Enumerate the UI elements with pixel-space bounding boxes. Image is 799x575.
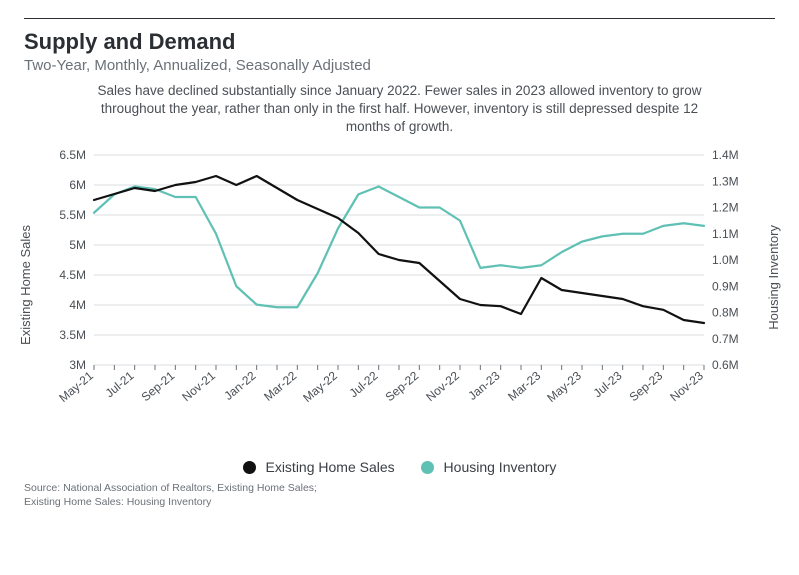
svg-text:Mar-22: Mar-22 [261, 368, 299, 403]
svg-text:May-23: May-23 [544, 368, 584, 405]
legend-item-inventory: Housing Inventory [421, 459, 557, 475]
svg-text:6.5M: 6.5M [59, 148, 86, 162]
top-rule [24, 18, 775, 19]
svg-text:Jan-23: Jan-23 [465, 368, 502, 403]
legend-dot-inventory [421, 461, 434, 474]
chart-description: Sales have declined substantially since … [80, 82, 720, 137]
svg-text:0.9M: 0.9M [712, 279, 739, 293]
svg-text:Jan-22: Jan-22 [221, 368, 258, 403]
svg-text:4M: 4M [69, 298, 86, 312]
svg-text:Sep-22: Sep-22 [383, 368, 422, 404]
svg-text:0.8M: 0.8M [712, 305, 739, 319]
svg-text:Jul-22: Jul-22 [347, 368, 381, 400]
svg-text:3.5M: 3.5M [59, 328, 86, 342]
svg-text:Sep-21: Sep-21 [139, 368, 178, 404]
svg-text:Nov-21: Nov-21 [179, 368, 218, 404]
right-axis-label: Housing Inventory [766, 225, 781, 330]
svg-text:1.0M: 1.0M [712, 253, 739, 267]
svg-text:5M: 5M [69, 238, 86, 252]
legend-label-sales: Existing Home Sales [265, 459, 394, 475]
svg-text:1.1M: 1.1M [712, 226, 739, 240]
svg-text:0.7M: 0.7M [712, 331, 739, 345]
svg-text:Nov-23: Nov-23 [667, 368, 706, 404]
legend-label-inventory: Housing Inventory [444, 459, 557, 475]
svg-text:Nov-22: Nov-22 [423, 368, 462, 404]
legend-dot-sales [243, 461, 256, 474]
svg-text:May-22: May-22 [300, 368, 340, 405]
svg-text:1.4M: 1.4M [712, 148, 739, 162]
legend: Existing Home Sales Housing Inventory [24, 459, 775, 475]
svg-text:5.5M: 5.5M [59, 208, 86, 222]
chart-card: Supply and Demand Two-Year, Monthly, Ann… [0, 0, 799, 575]
svg-text:Mar-23: Mar-23 [505, 368, 543, 403]
svg-text:3M: 3M [69, 358, 86, 372]
svg-text:Jul-23: Jul-23 [591, 368, 625, 400]
svg-text:May-21: May-21 [56, 368, 96, 405]
svg-text:1.2M: 1.2M [712, 200, 739, 214]
source-line-1: Source: National Association of Realtors… [24, 481, 775, 495]
legend-item-sales: Existing Home Sales [243, 459, 395, 475]
svg-text:1.3M: 1.3M [712, 174, 739, 188]
source-text: Source: National Association of Realtors… [24, 481, 775, 509]
chart-area: Existing Home Sales Housing Inventory 3M… [24, 145, 775, 455]
chart-svg: 3M 3.5M 4M 4.5M 5M 5.5M 6M 6.5M 0.6M 0.7M 0.8M 0.9M… [24, 145, 775, 455]
left-axis-label: Existing Home Sales [18, 225, 33, 345]
svg-text:0.6M: 0.6M [712, 358, 739, 372]
chart-title: Supply and Demand [24, 29, 775, 55]
svg-text:6M: 6M [69, 178, 86, 192]
line-housing-inventory [94, 186, 704, 307]
source-line-2: Existing Home Sales: Housing Inventory [24, 495, 775, 509]
chart-subtitle: Two-Year, Monthly, Annualized, Seasonall… [24, 57, 775, 74]
svg-text:Jul-21: Jul-21 [103, 368, 137, 400]
svg-text:4.5M: 4.5M [59, 268, 86, 282]
svg-text:Sep-23: Sep-23 [627, 368, 666, 404]
